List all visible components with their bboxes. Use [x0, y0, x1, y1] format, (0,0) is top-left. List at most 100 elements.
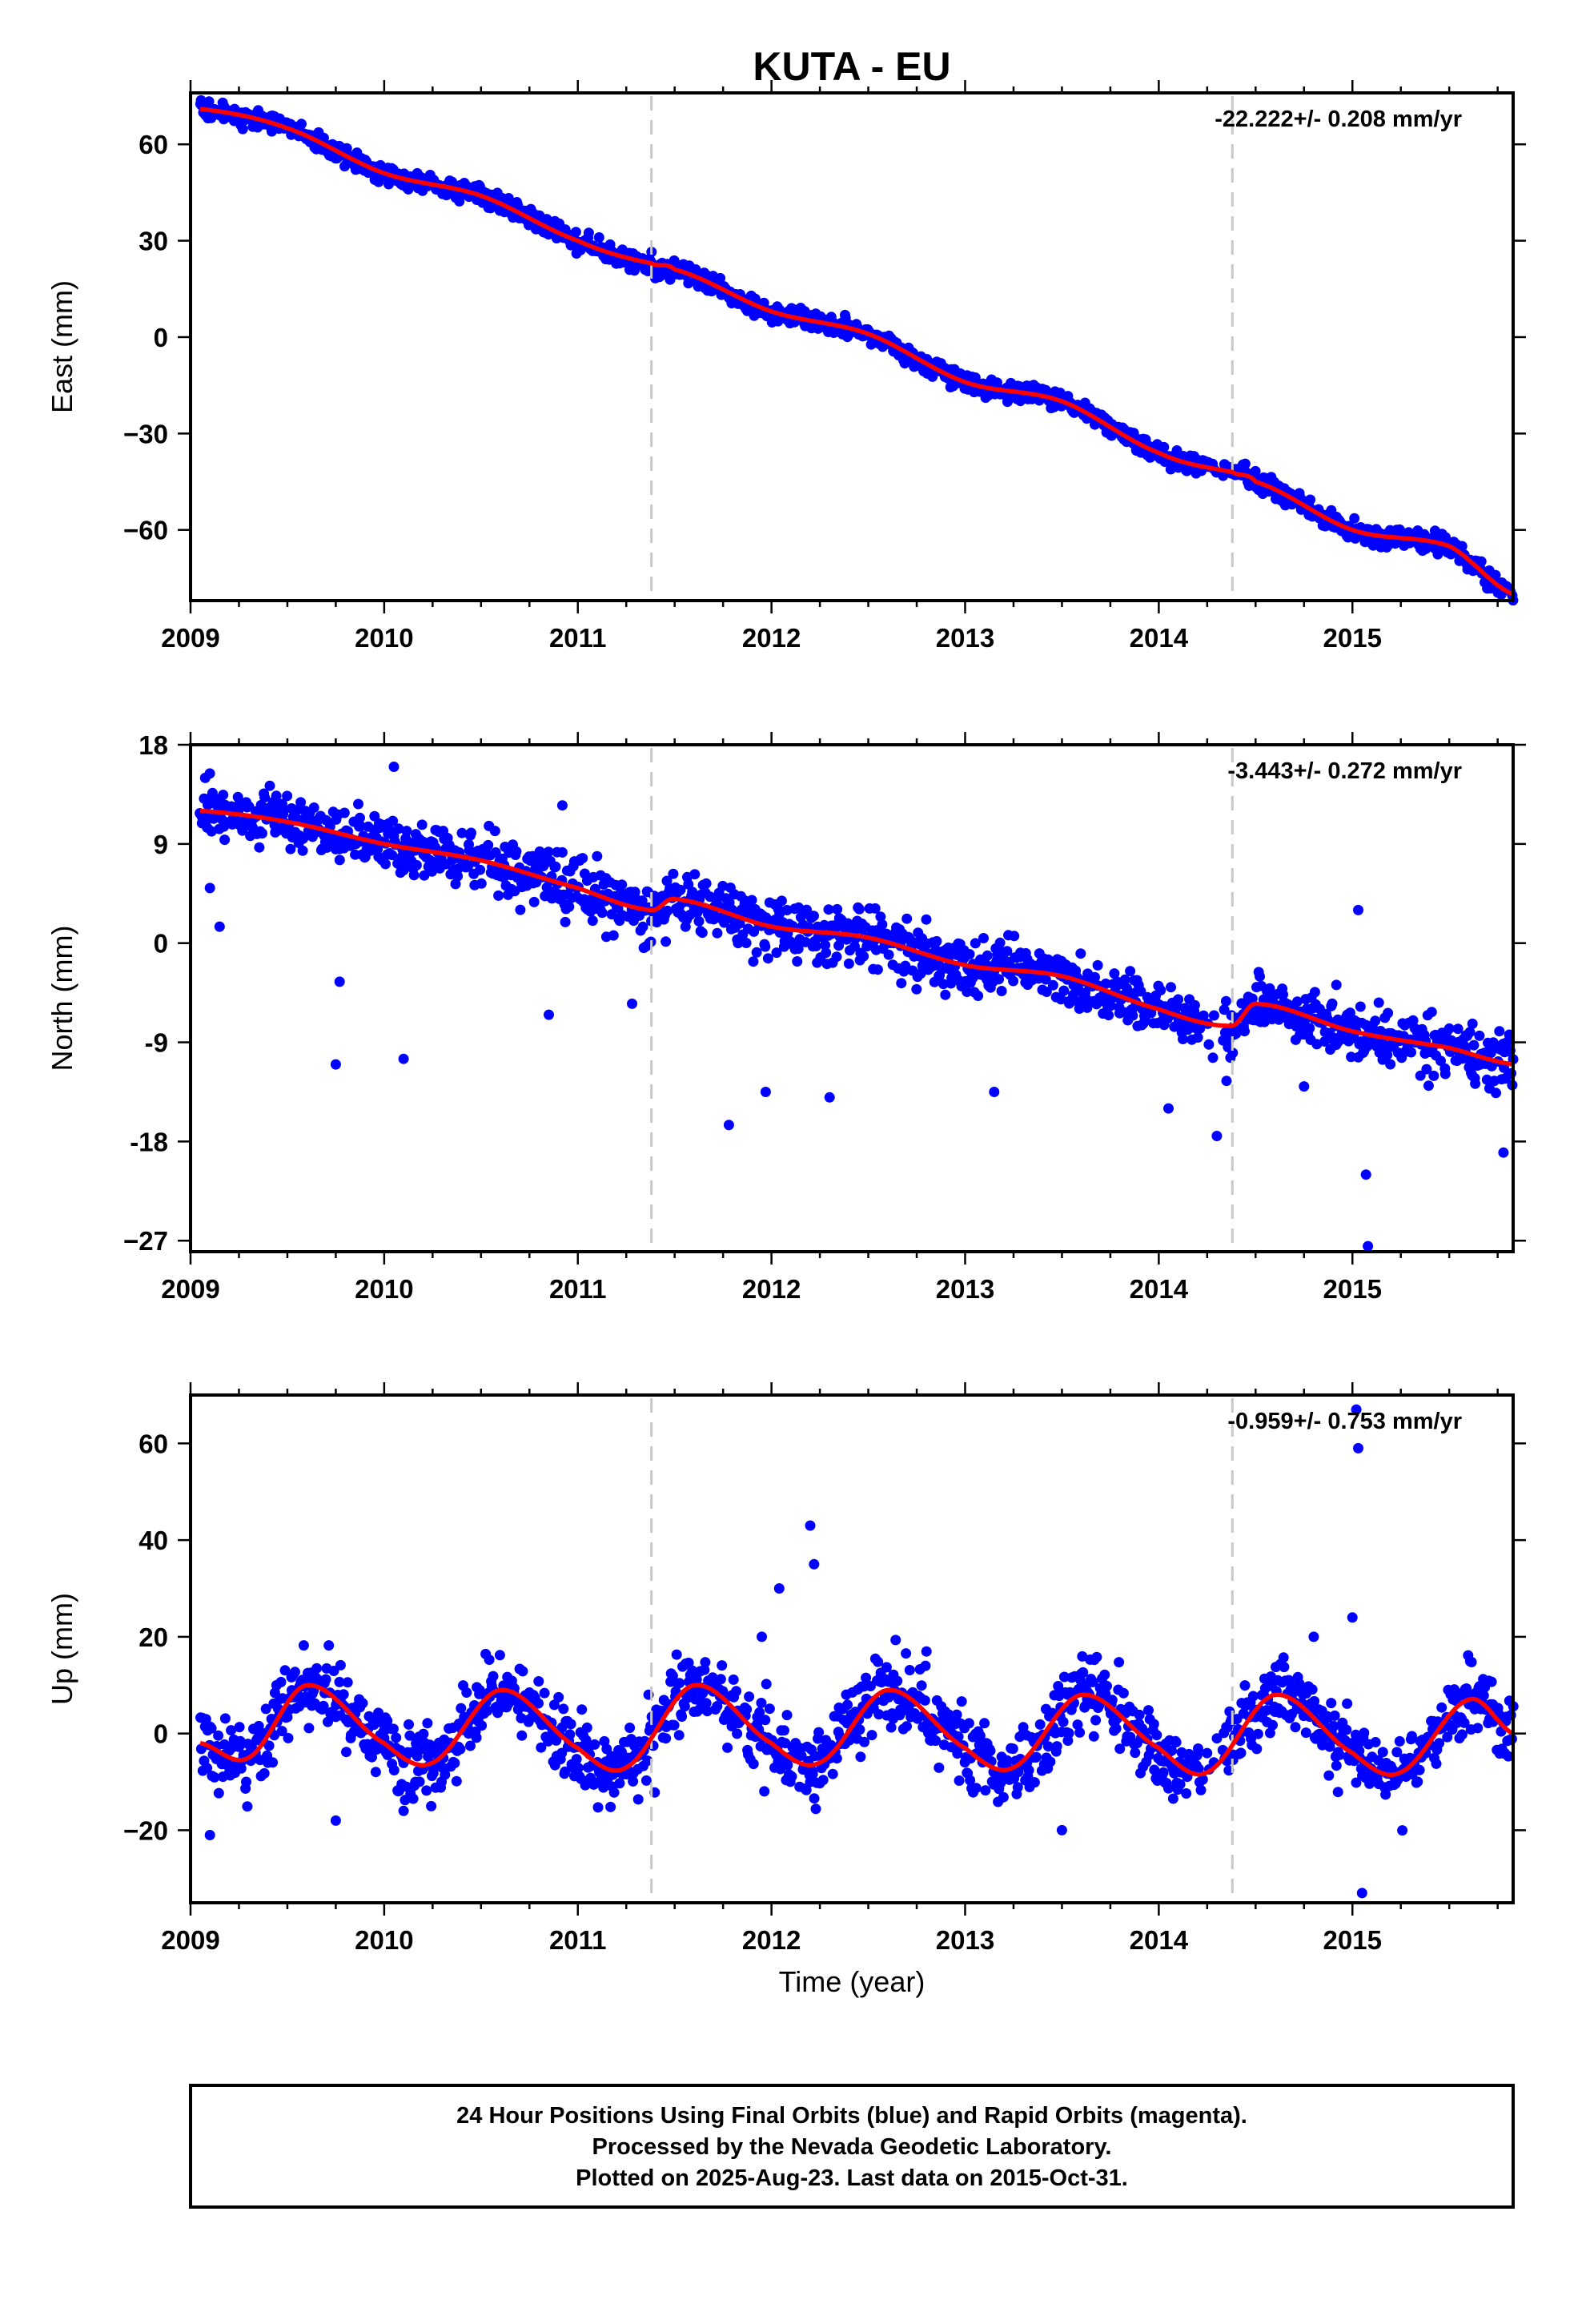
data-point — [677, 1711, 688, 1722]
data-point — [1432, 549, 1443, 560]
data-point — [213, 1787, 224, 1799]
data-point — [1239, 1026, 1250, 1037]
data-point — [1195, 1023, 1206, 1034]
outlier-point — [330, 1059, 341, 1070]
data-point — [516, 1730, 528, 1741]
data-point — [592, 1802, 604, 1813]
data-point — [1193, 1743, 1203, 1754]
data-point — [964, 949, 975, 959]
data-point — [456, 1703, 467, 1714]
data-point — [628, 1775, 639, 1787]
data-point — [1407, 1731, 1417, 1742]
data-point — [422, 1718, 433, 1729]
data-point — [564, 1729, 576, 1740]
data-point — [401, 826, 412, 837]
data-point — [426, 1800, 437, 1811]
data-point — [1031, 1751, 1042, 1763]
data-point — [1134, 1709, 1145, 1720]
data-point — [484, 1655, 495, 1665]
data-point — [1208, 1010, 1219, 1021]
data-point — [952, 1748, 963, 1759]
data-point — [1166, 1745, 1177, 1756]
data-point — [388, 1765, 400, 1775]
data-point — [323, 1640, 335, 1651]
data-point — [1359, 1727, 1370, 1739]
outlier-point — [1211, 1131, 1223, 1141]
up-ticks: 2009 2010 2011 2012 2013 2014 2015 60 40 20 0 −20 — [123, 1382, 1526, 1955]
data-point — [669, 1719, 680, 1731]
data-point — [883, 949, 894, 960]
data-point — [810, 941, 821, 951]
data-point — [1195, 1784, 1207, 1795]
data-point — [387, 1723, 399, 1735]
data-point — [951, 1709, 962, 1720]
data-point — [741, 1704, 753, 1715]
outlier-point — [204, 883, 215, 894]
outlier-point — [805, 1520, 816, 1531]
outlier-point — [544, 1009, 554, 1020]
y-tick-label: 9 — [154, 830, 168, 859]
data-point — [259, 1767, 270, 1779]
data-point — [1087, 1676, 1098, 1687]
data-point — [553, 1691, 564, 1703]
caption-line-3: Plotted on 2025-Aug-23. Last data on 201… — [576, 2165, 1128, 2191]
y-tick-label: 0 — [154, 929, 168, 959]
outlier-point — [773, 1583, 785, 1594]
data-point — [482, 1705, 493, 1716]
outlier-point — [1299, 1081, 1310, 1092]
data-point — [1380, 1789, 1391, 1800]
data-point — [1431, 1758, 1442, 1769]
data-point — [771, 947, 782, 959]
data-point — [970, 938, 981, 949]
data-point — [234, 1722, 245, 1733]
data-point — [1002, 1755, 1013, 1766]
y-tick-label: −60 — [123, 516, 168, 545]
outlier-point — [1351, 1404, 1362, 1415]
data-point — [503, 193, 514, 203]
data-point — [759, 1786, 770, 1797]
data-point — [1090, 1715, 1102, 1726]
data-point — [801, 1784, 812, 1795]
north-model-fit — [199, 808, 1514, 1067]
north-panel: 2009 2010 2011 2012 2013 2014 2015 18 9 0 -9 -18 −27… — [46, 730, 1526, 1304]
data-point — [689, 869, 701, 880]
data-point — [1040, 974, 1051, 985]
east-rate-label: -22.222+/- 0.208 mm/yr — [1215, 107, 1462, 132]
data-point — [1170, 1737, 1182, 1747]
data-point — [980, 1785, 991, 1796]
data-point — [598, 1782, 609, 1793]
data-point — [722, 1742, 733, 1753]
data-point — [707, 1672, 718, 1683]
x-tick-label: 2014 — [1130, 1925, 1189, 1955]
data-point — [370, 1767, 381, 1778]
data-point — [1407, 1015, 1419, 1026]
data-point — [1464, 1027, 1476, 1038]
data-point — [760, 941, 771, 952]
data-point — [533, 1698, 544, 1709]
data-point — [853, 903, 865, 915]
data-point — [636, 895, 648, 907]
data-point — [218, 790, 229, 801]
data-point — [411, 859, 422, 870]
data-point — [782, 1759, 793, 1771]
data-point — [1197, 1774, 1208, 1785]
y-tick-label: -18 — [130, 1127, 168, 1156]
data-point — [1173, 994, 1184, 1005]
data-point — [930, 1735, 942, 1747]
data-point — [661, 1733, 672, 1744]
data-point — [1267, 1719, 1278, 1731]
data-point — [1251, 1743, 1263, 1755]
data-point — [764, 1703, 775, 1715]
data-point — [877, 919, 888, 930]
data-point — [1110, 1723, 1122, 1734]
data-point — [861, 1672, 872, 1683]
data-point — [471, 1732, 482, 1743]
y-tick-label: −30 — [123, 419, 168, 448]
data-point — [1331, 979, 1342, 991]
data-point — [1331, 1760, 1342, 1771]
north-ticks: 2009 2010 2011 2012 2013 2014 2015 18 9 0 -9 -18 −27 — [123, 730, 1526, 1304]
data-point — [308, 802, 319, 813]
data-point — [1247, 1691, 1259, 1702]
data-point — [673, 1730, 685, 1741]
data-point — [475, 864, 486, 875]
